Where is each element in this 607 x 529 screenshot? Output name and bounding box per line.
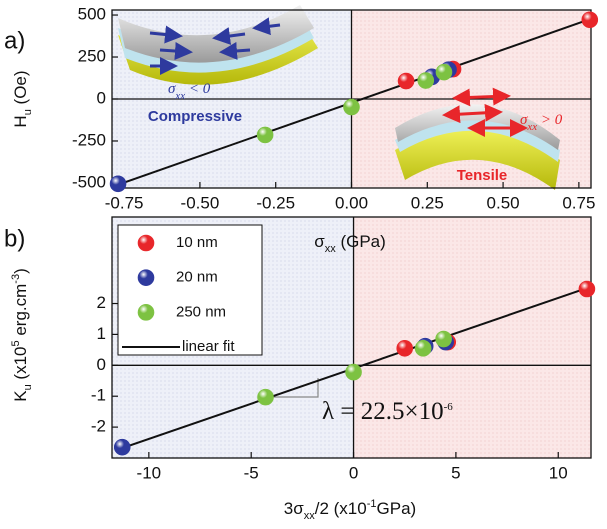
data-point xyxy=(256,126,274,144)
legend-swatch xyxy=(137,234,155,252)
slope-guide xyxy=(262,378,319,398)
inset-label-part: > 0 xyxy=(537,112,563,128)
inset-label-part: σ xyxy=(168,81,176,97)
inset-label-part: xx xyxy=(526,121,537,133)
x-axis-label-part: xx xyxy=(304,510,316,522)
x-axis-label: 3σxx/2 (x10-1GPa) xyxy=(284,498,416,522)
y-tick-label: 2 xyxy=(97,293,106,312)
y-axis-label-part: 5 xyxy=(10,340,22,346)
data-point xyxy=(396,340,414,357)
slab-base xyxy=(395,127,560,190)
inset-label: σxx < 0 xyxy=(168,81,211,101)
data-point xyxy=(397,72,415,90)
y-axis-label-part: H xyxy=(11,115,30,127)
y-tick-label: 1 xyxy=(97,324,106,343)
x-tick-label: 0.25 xyxy=(411,193,444,212)
data-point xyxy=(435,330,452,348)
data-point xyxy=(435,63,453,81)
x-tick-label: 5 xyxy=(451,463,460,482)
tensile-region xyxy=(353,217,591,458)
inset-label-part: < 0 xyxy=(185,81,211,97)
inset-label: σxx > 0 xyxy=(520,112,563,132)
y-tick-label: -500 xyxy=(72,172,106,191)
slab-top xyxy=(395,104,560,150)
data-point xyxy=(345,363,362,381)
panel-label: b) xyxy=(4,225,25,252)
y-axis-label-part: (Oe) xyxy=(11,70,30,109)
y-axis-label: Ku (x105 erg.cm-3) xyxy=(10,268,34,402)
legend-label: linear fit xyxy=(182,338,235,355)
slope-annotation: λ = 22.5×10-6 xyxy=(322,398,453,425)
x-axis-label-part: σ xyxy=(314,232,325,251)
arrow xyxy=(252,17,281,36)
y-tick-label: -2 xyxy=(91,417,106,436)
arrow xyxy=(212,27,246,45)
x-tick-label: -10 xyxy=(137,463,162,482)
y-axis-label-part: erg.cm xyxy=(11,284,30,341)
arrow xyxy=(149,25,183,44)
legend-label: 10 nm xyxy=(176,234,218,251)
legend-swatch xyxy=(137,304,155,321)
data-point xyxy=(414,340,432,357)
x-axis-label-part: xx xyxy=(325,243,337,255)
data-point xyxy=(343,98,360,116)
legend-label: 20 nm xyxy=(176,269,218,286)
y-axis-label: Hu (Oe) xyxy=(11,70,33,127)
slope-annotation-part: -6 xyxy=(444,401,454,413)
x-axis-label-part: (GPa) xyxy=(336,232,386,251)
x-tick-label: 10 xyxy=(549,463,568,482)
legend: 10 nm 20 nm 250 nm linear fit xyxy=(117,224,263,356)
compressive-inset xyxy=(118,5,318,85)
x-tick-label: 0 xyxy=(349,463,358,482)
y-axis-label-part: K xyxy=(11,390,30,402)
y-axis-label-part: -3 xyxy=(10,274,22,284)
y-axis-label-part: u xyxy=(22,109,34,115)
x-tick-label: 0.50 xyxy=(487,193,520,212)
annotation: Compressive xyxy=(148,108,242,125)
inset-label-part: σ xyxy=(520,112,528,128)
data-point xyxy=(578,280,596,298)
y-tick-label: 250 xyxy=(78,47,106,66)
x-tick-label: 0.75 xyxy=(562,193,595,212)
arrow xyxy=(159,42,193,60)
x-tick-label: 0.00 xyxy=(335,193,368,212)
data-point xyxy=(417,72,435,89)
plot-frame xyxy=(111,216,592,459)
slab-top xyxy=(118,5,314,63)
x-axis-label-part: 3σ xyxy=(284,499,304,518)
data-point xyxy=(257,388,274,406)
arrow xyxy=(442,103,503,124)
y-tick-label: -1 xyxy=(91,386,106,405)
y-tick-label: 500 xyxy=(78,5,106,24)
inset-label-part: xx xyxy=(174,90,185,102)
legend-swatch xyxy=(137,269,155,286)
panel-label: a) xyxy=(4,27,25,54)
annotation: Tensile xyxy=(457,167,508,184)
legend-label: 250 nm xyxy=(176,303,226,320)
y-tick-label: -250 xyxy=(72,130,106,149)
arrow xyxy=(452,87,511,107)
x-tick-label: -0.50 xyxy=(181,193,220,212)
data-point xyxy=(113,438,131,456)
y-tick-label: 0 xyxy=(97,88,106,107)
x-axis-label: σxx (GPa) xyxy=(314,232,386,254)
arrow xyxy=(219,41,251,60)
x-axis-label-part: GPa) xyxy=(377,499,417,518)
tensile-inset xyxy=(395,87,560,190)
y-axis-label-part: u xyxy=(22,384,34,390)
x-tick-label: -5 xyxy=(244,463,259,482)
y-axis-label-part: (x10 xyxy=(11,347,30,385)
x-tick-label: -0.25 xyxy=(256,193,295,212)
y-tick-label: 0 xyxy=(97,355,106,374)
x-tick-label: -0.75 xyxy=(105,193,144,212)
slope-annotation-part: λ = 22.5×10 xyxy=(322,398,444,425)
data-point xyxy=(109,175,127,193)
x-axis-label-part: /2 (x10 xyxy=(315,499,367,518)
data-point xyxy=(581,11,599,29)
x-axis-label-part: -1 xyxy=(367,498,377,510)
y-axis-label-part: ) xyxy=(11,268,30,274)
